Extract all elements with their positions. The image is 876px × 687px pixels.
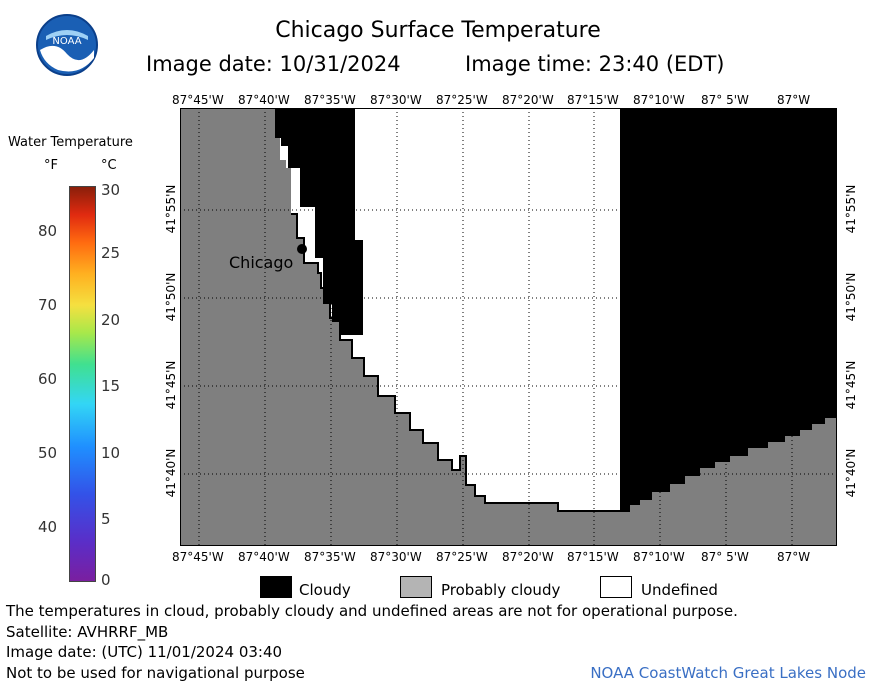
f-tick: 50 xyxy=(38,444,58,462)
image-time: Image time: 23:40 (EDT) xyxy=(465,52,725,76)
lat-label-left: 41°40'N xyxy=(164,448,178,498)
land-area xyxy=(180,108,837,546)
undefined-swatch xyxy=(600,576,632,598)
lon-label-bottom: 87°45'W xyxy=(172,550,224,564)
lon-label-top: 87°35'W xyxy=(304,93,356,107)
lon-label-bottom: 87°30'W xyxy=(370,550,422,564)
cloud-area xyxy=(620,108,837,511)
lon-label-top: 87° 5'W xyxy=(701,93,749,107)
c-tick: 0 xyxy=(101,571,111,589)
unit-fahrenheit: °F xyxy=(44,158,58,173)
temperature-colorbar xyxy=(69,186,96,582)
lat-grid-lines xyxy=(180,209,837,475)
lat-label-left: 41°45'N xyxy=(164,360,178,410)
disclaimer-text: The temperatures in cloud, probably clou… xyxy=(6,602,738,620)
lon-label-bottom: 87°W xyxy=(777,550,811,564)
colorbar-title: Water Temperature xyxy=(8,135,133,150)
unit-celsius: °C xyxy=(101,158,117,173)
c-tick: 20 xyxy=(101,311,121,329)
f-tick: 40 xyxy=(38,518,58,536)
c-tick: 10 xyxy=(101,444,121,462)
lon-label-bottom: 87°15'W xyxy=(567,550,619,564)
lat-label-right: 41°55'N xyxy=(844,184,858,234)
cloudy-label: Cloudy xyxy=(299,581,351,599)
lat-label-left: 41°50'N xyxy=(164,272,178,322)
lon-label-bottom: 87°25'W xyxy=(436,550,488,564)
shoreline xyxy=(291,213,630,512)
lat-label-right: 41°50'N xyxy=(844,272,858,322)
noaa-logo: NOAA xyxy=(36,14,98,76)
cloud-area xyxy=(275,108,363,335)
f-tick: 60 xyxy=(38,370,58,388)
lon-label-bottom: 87°35'W xyxy=(304,550,356,564)
lon-label-top: 87°20'W xyxy=(502,93,554,107)
lat-label-right: 41°40'N xyxy=(844,448,858,498)
page-title: Chicago Surface Temperature xyxy=(275,18,601,43)
credit-link[interactable]: NOAA CoastWatch Great Lakes Node xyxy=(590,664,866,682)
lon-label-bottom: 87°40'W xyxy=(238,550,290,564)
lon-label-top: 87°25'W xyxy=(436,93,488,107)
lon-label-top: 87°30'W xyxy=(370,93,422,107)
lon-label-bottom: 87°20'W xyxy=(502,550,554,564)
lat-label-right: 41°45'N xyxy=(844,360,858,410)
image-date: Image date: 10/31/2024 xyxy=(146,52,401,76)
cloudy-swatch xyxy=(260,576,292,598)
probably-cloudy-swatch xyxy=(400,576,432,598)
c-tick: 30 xyxy=(101,181,121,199)
lon-label-top: 87°10'W xyxy=(633,93,685,107)
lon-label-top: 87°45'W xyxy=(172,93,224,107)
map-frame xyxy=(180,108,837,546)
chicago-marker xyxy=(297,244,307,254)
lon-label-bottom: 87° 5'W xyxy=(701,550,749,564)
c-tick: 25 xyxy=(101,244,121,262)
f-tick: 80 xyxy=(38,222,58,240)
satellite-text: Satellite: AVHRRF_MB xyxy=(6,623,169,641)
lon-label-top: 87°W xyxy=(777,93,811,107)
probably-cloudy-label: Probably cloudy xyxy=(441,581,561,599)
c-tick: 5 xyxy=(101,510,111,528)
lon-label-bottom: 87°10'W xyxy=(633,550,685,564)
city-label: Chicago xyxy=(229,253,294,272)
lon-label-top: 87°40'W xyxy=(238,93,290,107)
svg-text:NOAA: NOAA xyxy=(52,36,81,47)
lat-label-left: 41°55'N xyxy=(164,184,178,234)
undefined-label: Undefined xyxy=(641,581,718,599)
utc-date-text: Image date: (UTC) 11/01/2024 03:40 xyxy=(6,643,283,661)
c-tick: 15 xyxy=(101,377,121,395)
lon-label-top: 87°15'W xyxy=(567,93,619,107)
lake-map xyxy=(180,108,837,546)
f-tick: 70 xyxy=(38,296,58,314)
navigation-warning: Not to be used for navigational purpose xyxy=(6,664,305,682)
